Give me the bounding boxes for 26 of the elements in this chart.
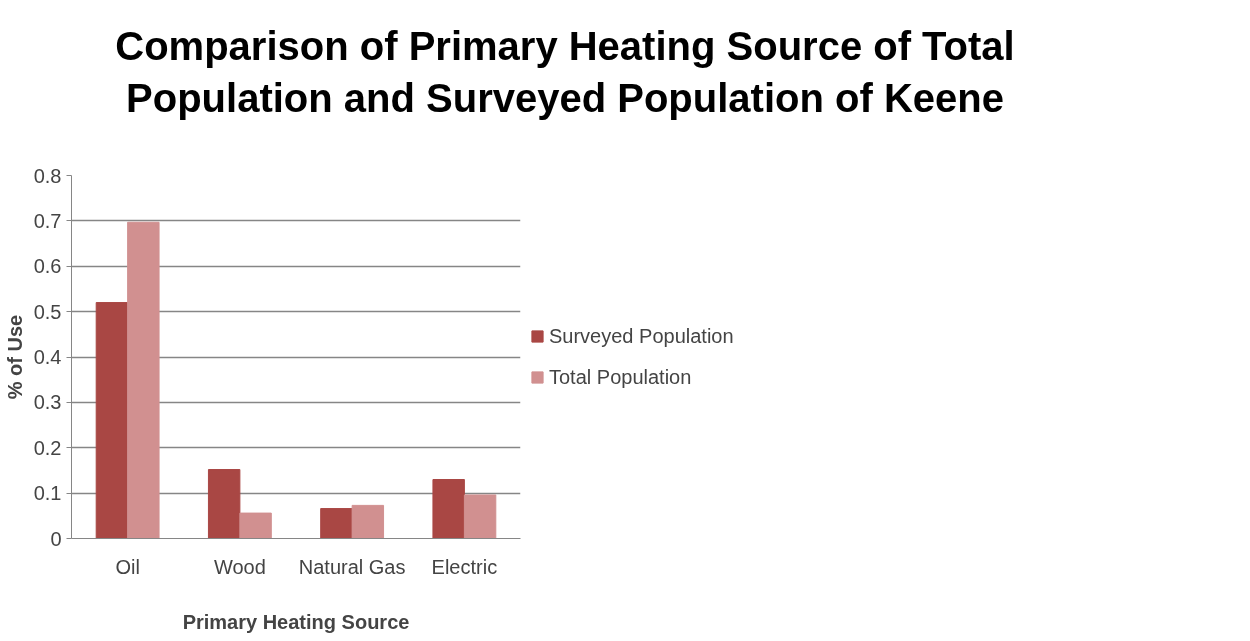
y-tick-label: 0.3 [33, 391, 62, 414]
chart-title: Comparison of Primary Heating Source of Total Population and Surveyed Population of Keene [115, 23, 1015, 122]
y-tick-label: 0 [50, 527, 62, 550]
x-tick-label: Wood [213, 555, 266, 578]
bar [239, 512, 272, 539]
x-axis-title: Primary Heating Source [182, 610, 410, 633]
y-tick-label: 0.6 [33, 255, 62, 278]
x-tick-label: Electric [431, 555, 498, 578]
y-tick-label: 0.8 [33, 164, 62, 187]
bar [432, 479, 465, 539]
legend-label: Surveyed Population [549, 324, 734, 348]
bar [320, 508, 353, 539]
y-tick-label: 0.5 [33, 300, 62, 323]
bar [351, 504, 385, 539]
bar [207, 469, 241, 539]
x-tick-label: Natural Gas [298, 555, 406, 578]
y-tick-label: 0.7 [33, 209, 62, 232]
bar [127, 221, 160, 539]
bar [95, 302, 129, 539]
bar [463, 494, 497, 539]
legend-label: Total Population [549, 365, 692, 389]
x-tick-label: Oil [115, 555, 140, 578]
y-tick-label: 0.2 [33, 436, 62, 459]
y-tick-label: 0.4 [33, 346, 62, 368]
y-tick-label: 0.1 [33, 482, 62, 505]
y-axis-title: % of Use [3, 314, 26, 400]
